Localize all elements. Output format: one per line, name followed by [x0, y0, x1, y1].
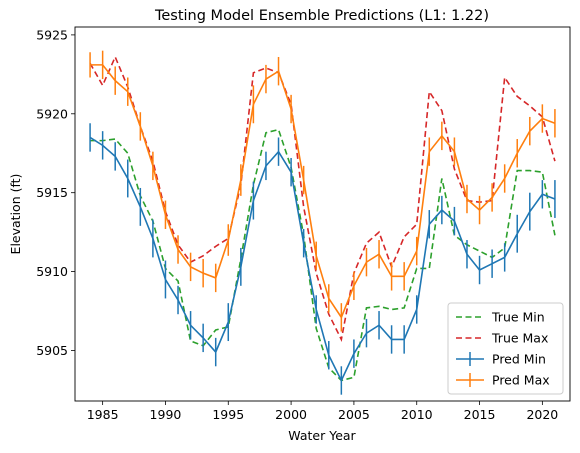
y-tick-label: 5925 — [36, 27, 68, 42]
chart-title: Testing Model Ensemble Predictions (L1: … — [154, 8, 489, 24]
y-tick-label: 5905 — [36, 343, 68, 358]
x-tick-label: 1985 — [87, 407, 119, 422]
x-tick-label: 2010 — [401, 407, 433, 422]
series-line-true-min — [90, 128, 556, 382]
y-tick-label: 5915 — [36, 185, 68, 200]
x-tick-label: 1995 — [212, 407, 244, 422]
series-line-pred-min — [89, 136, 556, 383]
plot-area — [89, 50, 556, 395]
y-tick-label: 5920 — [36, 106, 68, 121]
y-axis-label: Elevation (ft) — [8, 174, 23, 255]
legend-label-true-max: True Max — [491, 331, 548, 346]
legend-box — [447, 302, 564, 395]
x-tick-label: 2000 — [275, 407, 307, 422]
series-line-pred-max — [90, 64, 556, 320]
x-tick-label: 2015 — [464, 407, 496, 422]
legend-label-pred-max: Pred Max — [492, 373, 550, 388]
legend-label-true-min: True Min — [491, 310, 545, 325]
legend-label-pred-min: Pred Min — [492, 352, 546, 367]
y-axis: 5905 5910 5915 5920 5925 — [36, 27, 75, 358]
plot-frame — [74, 26, 571, 402]
series-line-true-max — [89, 54, 556, 342]
x-tick-label: 1990 — [150, 407, 182, 422]
y-tick-label: 5910 — [36, 264, 68, 279]
x-axis: 1985 1990 1995 2000 2005 2010 2015 2020 — [87, 401, 558, 422]
x-tick-label: 2020 — [526, 407, 558, 422]
legend: True Min True Max Pred Min Pred Max — [447, 302, 564, 395]
x-tick-label: 2005 — [338, 407, 370, 422]
x-axis-label: Water Year — [288, 428, 356, 443]
